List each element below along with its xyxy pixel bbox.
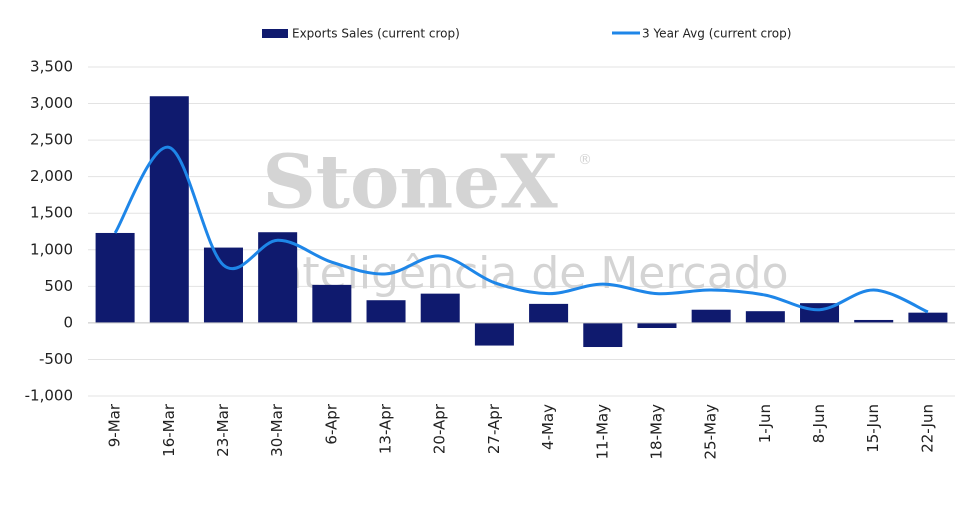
watermark-brand: StoneX: [262, 140, 558, 226]
x-tick-label: 30-Mar: [268, 403, 286, 457]
bar: [203, 247, 243, 323]
legend-label: Exports Sales (current crop): [292, 27, 460, 41]
x-tick-label: 15-Jun: [864, 404, 882, 453]
x-tick-label: 25-May: [702, 404, 720, 460]
y-tick-label: 1,000: [30, 240, 73, 258]
y-tick-label: 2,500: [30, 131, 73, 149]
bar: [583, 322, 623, 348]
x-tick-label: 6-Apr: [322, 403, 340, 444]
y-tick-label: 3,000: [30, 94, 73, 112]
bar: [691, 309, 731, 323]
bar: [474, 322, 514, 346]
y-tick-label: 500: [44, 277, 73, 295]
y-tick-label: -1,000: [25, 387, 73, 405]
bar: [312, 284, 352, 323]
bar: [637, 322, 677, 329]
bar: [908, 312, 948, 323]
bar: [854, 319, 894, 323]
grid: [88, 66, 955, 397]
y-tick-label: 3,500: [30, 58, 73, 76]
bar: [529, 303, 569, 323]
bar: [745, 311, 785, 323]
bar: [420, 293, 460, 323]
y-tick-label: 0: [63, 313, 73, 331]
x-tick-label: 8-Jun: [810, 404, 828, 443]
x-tick-label: 13-Apr: [377, 403, 395, 454]
watermark-mark: ®: [578, 152, 592, 168]
x-tick-label: 22-Jun: [918, 404, 936, 453]
x-tick-label: 27-Apr: [485, 403, 503, 454]
line: [113, 145, 929, 314]
legend-item: 3 Year Avg (current crop): [612, 27, 791, 41]
x-tick-label: 4-May: [539, 404, 557, 450]
y-tick-label: -500: [39, 350, 73, 368]
x-tick-label: 9-Mar: [106, 403, 124, 447]
x-tick-label: 11-May: [593, 404, 611, 460]
bar: [149, 96, 189, 323]
watermark: StoneX ® Inteligência de Mercado: [261, 140, 788, 300]
legend-label: 3 Year Avg (current crop): [642, 27, 791, 41]
legend-swatch: [262, 29, 288, 38]
x-tick-label: 20-Apr: [431, 403, 449, 454]
legend-item: Exports Sales (current crop): [262, 27, 460, 41]
bar: [95, 232, 135, 323]
y-tick-label: 1,500: [30, 204, 73, 222]
x-tick-label: 16-Mar: [160, 403, 178, 457]
bar: [366, 300, 406, 323]
x-tick-label: 18-May: [647, 404, 665, 460]
y-tick-label: 2,000: [30, 167, 73, 185]
x-tick-label: 23-Mar: [214, 403, 232, 457]
x-tick-label: 1-Jun: [756, 404, 774, 443]
